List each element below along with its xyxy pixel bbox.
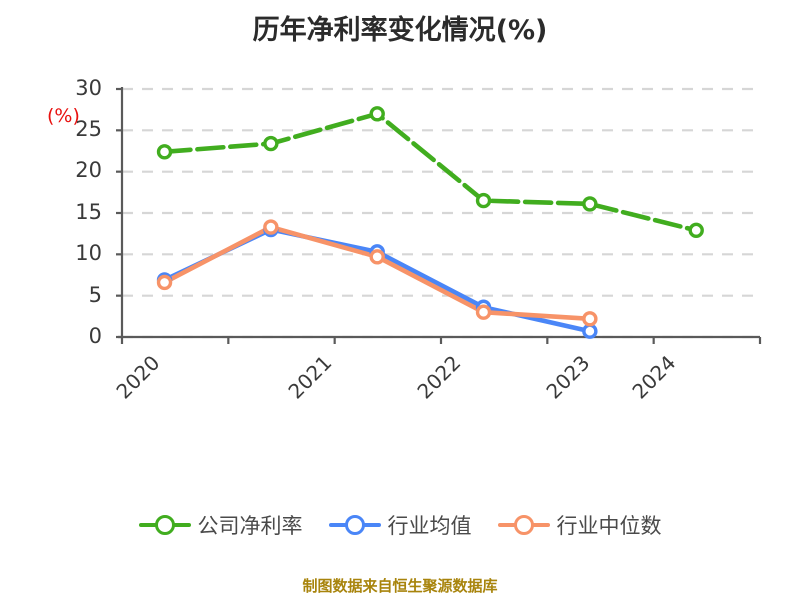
- y-tick-label-0: 0: [88, 324, 102, 348]
- chart-legend: 公司净利率 行业均值 行业中位数: [0, 510, 800, 540]
- y-tick-label-20: 20: [75, 158, 102, 182]
- y-axis-title: (%): [47, 105, 80, 127]
- y-tick-label-10: 10: [75, 241, 102, 265]
- y-tick-label-5: 5: [88, 283, 102, 307]
- legend-item-industry-median[interactable]: 行业中位数: [497, 510, 662, 540]
- series-markers: [156, 106, 704, 339]
- legend-item-company[interactable]: 公司净利率: [138, 510, 303, 540]
- legend-item-industry-mean[interactable]: 行业均值: [328, 510, 472, 540]
- legend-label-industry-mean: 行业均值: [387, 514, 472, 538]
- axis-ticks: [116, 87, 762, 344]
- legend-marker-icon-company: [138, 512, 191, 538]
- legend-label-industry-median: 行业中位数: [556, 514, 662, 538]
- legend-label-company: 公司净利率: [197, 514, 303, 538]
- y-tick-label-15: 15: [75, 200, 102, 224]
- legend-marker-icon-industry-mean: [328, 512, 381, 538]
- series-lines: [162, 111, 699, 334]
- footer-source-note: 制图数据来自恒生聚源数据库: [302, 577, 498, 595]
- legend-marker-icon-industry-median: [497, 512, 550, 538]
- y-tick-label-30: 30: [75, 76, 102, 100]
- y-tick-label-25: 25: [75, 117, 102, 141]
- chart-title: 历年净利率变化情况(%): [252, 15, 548, 46]
- gridlines: [122, 87, 760, 339]
